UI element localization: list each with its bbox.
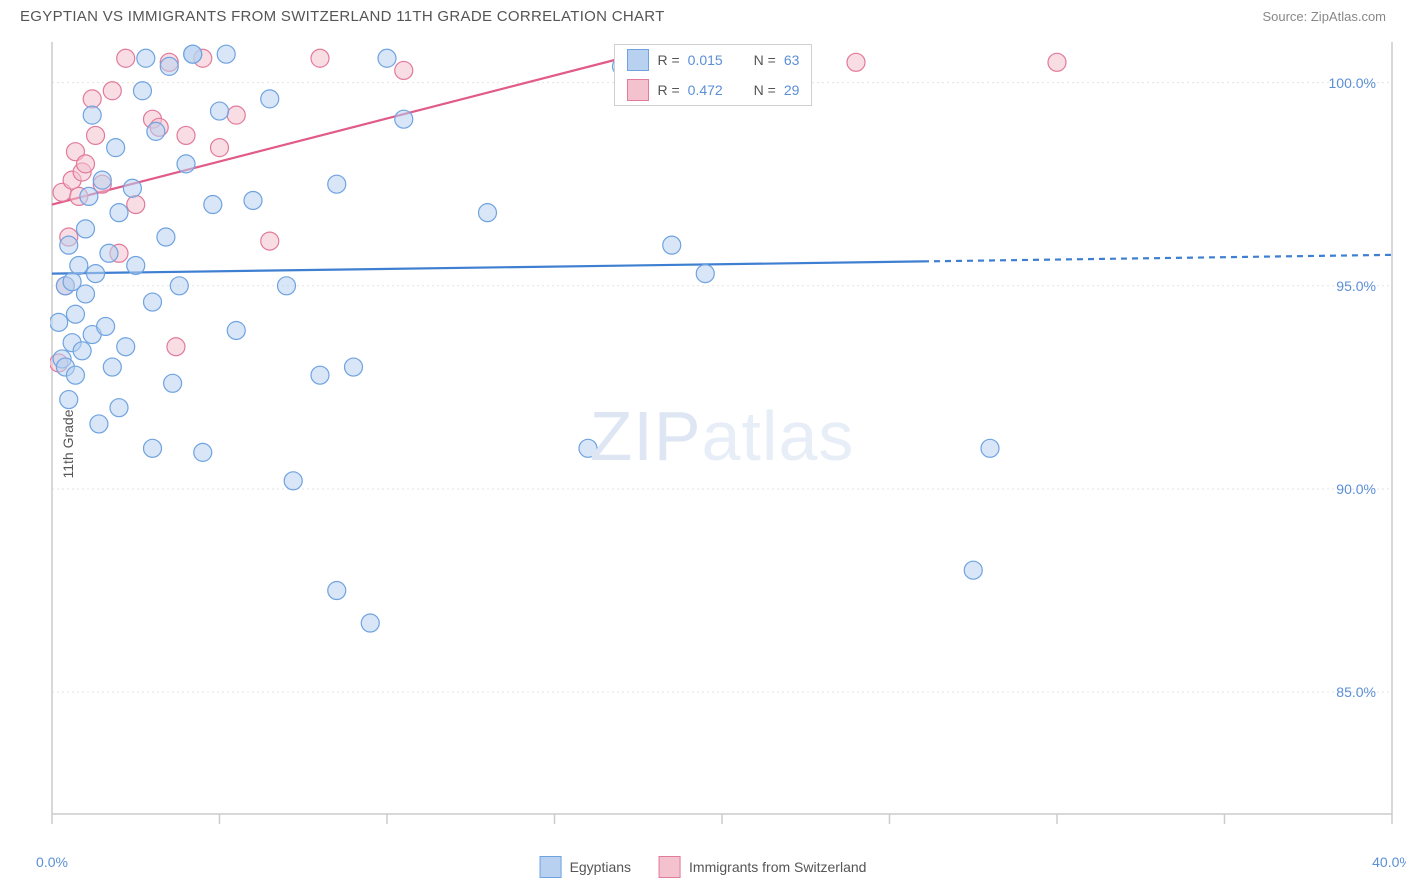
y-tick-label: 90.0% (1336, 481, 1394, 497)
legend-r-label: R = (657, 82, 679, 98)
legend-series-item: Immigrants from Switzerland (659, 856, 866, 878)
legend-series-label: Egyptians (570, 859, 631, 875)
chart-source: Source: ZipAtlas.com (1262, 9, 1386, 24)
legend-n-value: 29 (784, 82, 800, 98)
legend-swatch (627, 49, 649, 71)
y-tick-label: 100.0% (1329, 75, 1394, 91)
y-tick-label: 85.0% (1336, 684, 1394, 700)
legend-r-value: 0.015 (688, 52, 736, 68)
legend-n-label: N = (754, 82, 776, 98)
chart-title: EGYPTIAN VS IMMIGRANTS FROM SWITZERLAND … (20, 8, 665, 25)
legend-series-label: Immigrants from Switzerland (689, 859, 866, 875)
x-tick-label: 0.0% (36, 854, 68, 870)
legend-swatch (659, 856, 681, 878)
scatter-plot (50, 40, 1394, 832)
legend-r-value: 0.472 (688, 82, 736, 98)
legend-n-label: N = (754, 52, 776, 68)
legend-n-value: 63 (784, 52, 800, 68)
legend-stats-row: R = 0.015 N = 63 (615, 45, 811, 75)
legend-stats-row: R = 0.472 N = 29 (615, 75, 811, 105)
chart-container: 11th Grade ZIPatlas R =0.015N =63R =0.47… (50, 40, 1394, 832)
legend-stats: R = 0.015 N = 63 R = 0.472 N = 29 (614, 44, 812, 106)
x-tick-label: 40.0% (1372, 854, 1406, 870)
chart-header: EGYPTIAN VS IMMIGRANTS FROM SWITZERLAND … (0, 0, 1406, 31)
y-axis-label: 11th Grade (60, 409, 76, 478)
legend-series: Egyptians Immigrants from Switzerland (540, 856, 867, 878)
legend-r-label: R = (657, 52, 679, 68)
y-tick-label: 95.0% (1336, 278, 1394, 294)
legend-swatch (540, 856, 562, 878)
legend-series-item: Egyptians (540, 856, 631, 878)
legend-swatch (627, 79, 649, 101)
